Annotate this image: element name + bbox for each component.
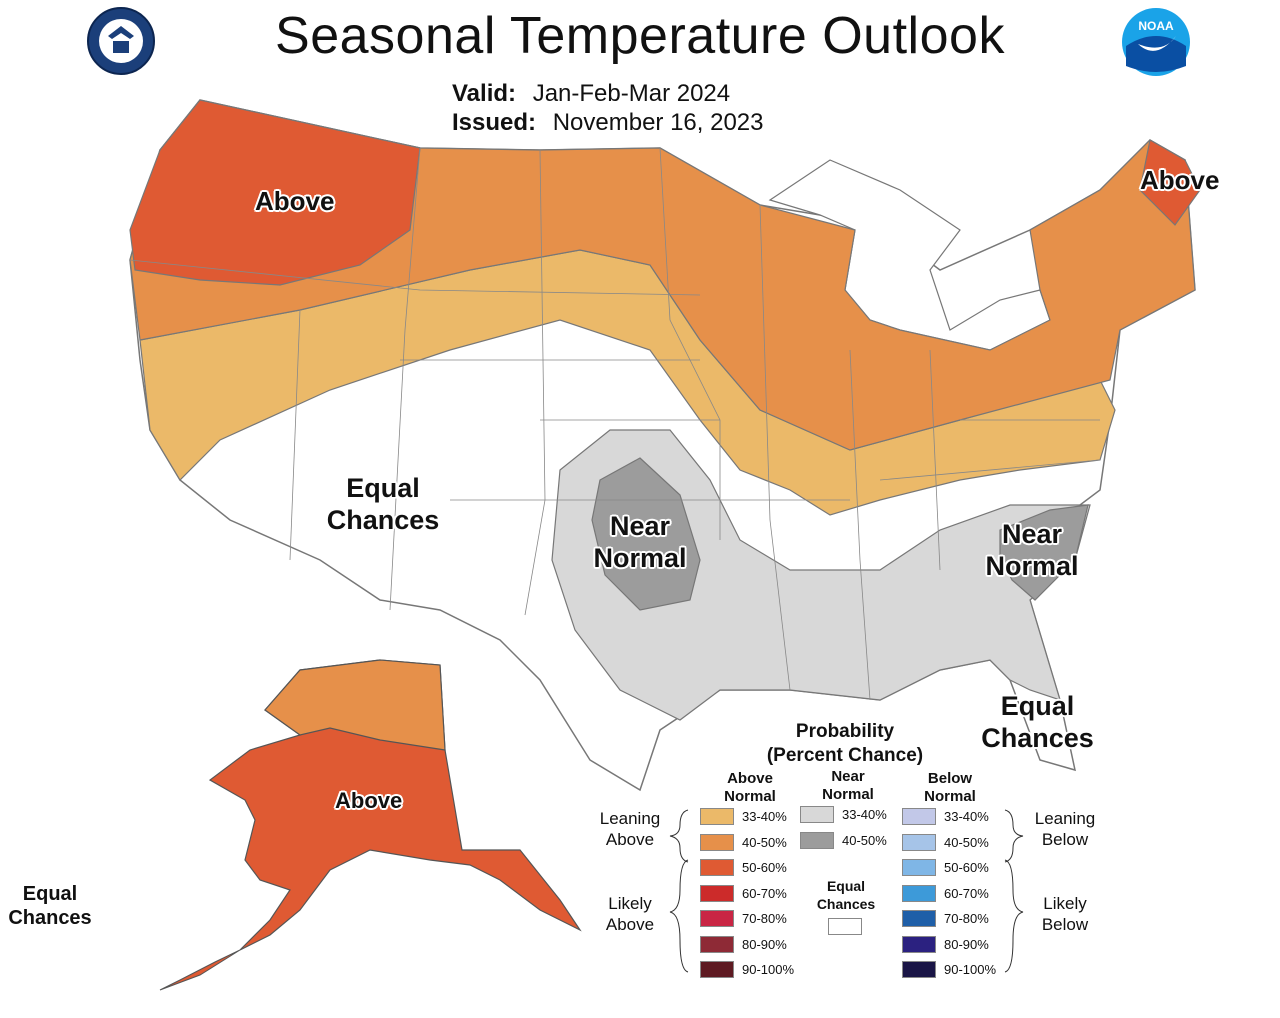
page-title: Seasonal Temperature Outlook [275,7,1005,65]
label-southwest: Equal Chances [318,472,448,537]
legend-swatch-above-4 [700,910,734,927]
legend-swatch-above-3 [700,884,734,902]
commerce-seal-logo [87,7,155,75]
legend-label-above-6: 90-100% [742,962,795,977]
legend-label-above-1: 40-50% [742,834,787,850]
leaning-below-line1: Leaning [1034,809,1096,828]
legend-title-line2: (Percent Chance) [766,744,924,766]
legend-label-below-6: 90-100% [944,962,997,977]
legend-col-above: Above Normal [710,770,790,806]
label-carolinas-near-normal: Near Normal [972,518,1092,583]
legend-label-near-1: 40-50% [842,832,887,848]
near-40-50-plains [591,457,701,611]
label-northeast: Above [1140,165,1220,195]
legend-col-below-line1: Below [927,770,973,787]
alaska-north [264,659,446,751]
valid-label: Valid: [452,80,517,107]
legend-swatch-below-6 [902,961,936,978]
svg-text:NOAA: NOAA [1138,19,1174,33]
legend-swatch-above-0 [700,808,734,825]
legend-group-likely-below: Likely Below [1025,893,1105,936]
label-southwest-line2: Chances [326,505,440,536]
legend-brackets [669,809,1024,973]
label-southwest-line1: Equal [346,473,420,503]
likely-above-line2: Above [605,915,655,935]
legend-label-below-0: 33-40% [944,809,989,824]
legend-swatch-above-6 [700,961,734,978]
label-florida: Equal Chances [970,690,1105,755]
label-florida-line1: Equal [1000,691,1075,721]
issued-value: November 16, 2023 [552,109,764,136]
label-carolinas-line1: Near [1001,519,1063,549]
legend-label-near-0: 33-40% [842,807,887,822]
legend-label-below-3: 60-70% [944,885,989,901]
label-florida-line2: Chances [981,723,1094,754]
legend-label-above-2: 50-60% [742,860,787,875]
legend-equal-line2: Chances [816,895,876,912]
legend-label-below-1: 40-50% [944,834,989,850]
legend-swatch-below-0 [902,808,936,825]
label-hawaii: Equal Chances [0,882,100,930]
legend-label-above-0: 33-40% [742,809,787,824]
legend-label-below-2: 50-60% [944,860,989,875]
legend-label-above-4: 70-80% [742,911,787,926]
above-50-60-northwest [129,99,421,286]
issued-row: Issued: November 16, 2023 [452,109,764,137]
legend-label-above-5: 80-90% [742,936,787,952]
legend-col-near: Near Normal [808,768,888,804]
legend-swatch-above-5 [700,935,734,953]
likely-above-line1: Likely [608,894,652,913]
label-hawaii-line2: Chances [8,907,92,929]
valid-value: Jan-Feb-Mar 2024 [532,80,731,107]
alaska-peninsula-islands [159,949,241,991]
legend-title-line1: Probability [795,721,895,742]
likely-below-line2: Below [1041,915,1089,935]
legend-swatch-equal-chances [828,918,862,935]
legend-label-below-5: 80-90% [944,936,989,952]
label-plains-line2: Normal [593,543,687,574]
legend-label-below-4: 70-80% [944,911,989,926]
legend-group-leaning-below: Leaning Below [1025,808,1105,851]
leaning-above-line1: Leaning [599,809,661,828]
noaa-logo: NOAA [1122,8,1190,76]
label-northwest: Above [255,186,335,216]
legend-swatch-below-5 [902,935,936,953]
legend-col-near-line2: Normal [822,786,874,803]
label-hawaii-line1: Equal [22,883,78,905]
legend-swatch-near-0 [800,806,834,823]
issued-label: Issued: [452,109,537,136]
above-50-60-maine [1139,139,1201,226]
legend-title: Probability (Percent Chance) [740,720,950,768]
leaning-below-line2: Below [1041,830,1089,850]
legend-col-below-line2: Normal [924,788,976,805]
legend-swatch-below-2 [902,859,936,876]
legend-swatch-above-1 [700,833,734,851]
valid-row: Valid: Jan-Feb-Mar 2024 [452,80,730,108]
legend-col-above-line1: Above [727,770,773,787]
legend-group-likely-above: Likely Above [590,893,670,936]
legend-equal-chances: Equal Chances [806,878,886,913]
leaning-above-line2: Above [605,830,655,850]
legend-swatch-near-1 [800,831,834,849]
legend-swatch-below-4 [902,910,936,927]
state-lines [129,147,1101,701]
likely-below-line1: Likely [1043,894,1087,913]
legend-swatch-above-2 [700,859,734,876]
label-plains-line1: Near [609,511,671,541]
near-33-40-region [551,429,1091,721]
near-40-50-carolinas [999,504,1089,601]
legend-col-above-line2: Normal [724,788,776,805]
legend-label-above-3: 60-70% [742,885,787,901]
legend-swatch-below-1 [902,833,936,851]
legend-swatch-below-3 [902,884,936,902]
legend-group-leaning-above: Leaning Above [590,808,670,851]
label-alaska: Above [335,788,403,813]
legend-col-below: Below Normal [910,770,990,806]
legend-equal-line1: Equal [826,878,866,894]
label-carolinas-line2: Normal [985,551,1079,582]
label-plains-near-normal: Near Normal [580,510,700,575]
legend-col-near-line1: Near [831,768,865,785]
